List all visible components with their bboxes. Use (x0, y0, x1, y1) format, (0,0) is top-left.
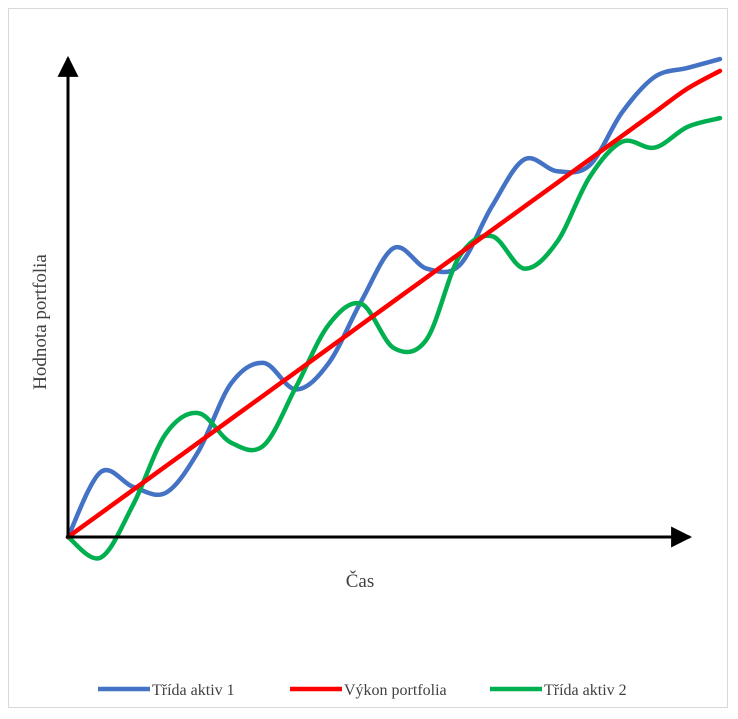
series-layer (65, 56, 723, 561)
chart-frame (8, 8, 728, 708)
series-line-2 (65, 68, 723, 540)
legend-label-2: Výkon portfolia (344, 682, 447, 699)
legend: Třída aktiv 1 Výkon portfolia Třída aktiv … (98, 682, 627, 699)
legend-label-1: Třída aktiv 1 (152, 682, 235, 699)
series-line-3 (65, 115, 723, 561)
y-axis-label: Hodnota portfolia (30, 254, 51, 390)
series-line-1 (65, 56, 723, 540)
legend-label-3: Třída aktiv 2 (544, 682, 627, 699)
x-axis-label: Čas (346, 570, 375, 592)
